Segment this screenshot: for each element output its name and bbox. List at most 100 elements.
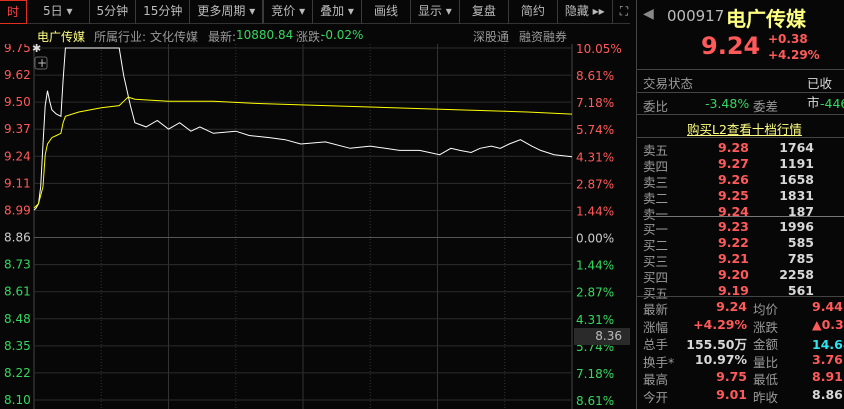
book-divider <box>643 216 844 217</box>
stat-value: ▲0.38 <box>812 316 844 332</box>
overlay-button[interactable]: 叠加 ▾ <box>313 0 362 24</box>
price-line <box>33 47 573 211</box>
tab-15min[interactable]: 15分钟 <box>136 0 191 24</box>
simple-button[interactable]: 简约 <box>509 0 558 24</box>
y-tick-label: 9.50 <box>4 95 31 109</box>
bid-level-row[interactable]: 买三 9.21 785 <box>643 251 844 269</box>
stock-title: 电广传媒 <box>726 7 806 31</box>
toolbar-spacer <box>263 0 265 23</box>
divider <box>637 92 844 93</box>
stat-value: +4.29% <box>693 316 747 332</box>
y-tick-label: 9.75 <box>4 44 31 55</box>
level-volume: 585 <box>787 235 814 250</box>
ask-level-row[interactable]: 卖四 9.27 1191 <box>643 156 844 174</box>
price-change: +0.38 <box>768 32 808 46</box>
intraday-chart[interactable]: 9.75 10.05% 9.62 8.61% 9.50 7.18% 9.37 5.74% 9.2… <box>0 44 636 409</box>
stat-label: 最新 <box>643 302 669 317</box>
level-volume: 1191 <box>779 156 814 171</box>
tab-intraday[interactable]: 时 <box>0 0 28 24</box>
ask-level-row[interactable]: 卖五 9.28 1764 <box>643 140 844 158</box>
tab-more-periods[interactable]: 更多周期 ▾ <box>190 0 264 24</box>
stat-label: 换手* <box>643 354 675 370</box>
level-price: 9.19 <box>718 283 749 298</box>
y-tick-label: 9.37 <box>4 122 31 136</box>
stat-label: 昨收 <box>753 389 779 405</box>
stat-label: 量比 <box>753 354 779 370</box>
stat-label: 金额 <box>753 337 779 352</box>
stat-label: 均价 <box>753 302 779 317</box>
divider <box>637 114 844 115</box>
stat-value: 9.75 <box>716 369 747 384</box>
level-label: 卖三 <box>643 175 669 190</box>
level-price: 9.24 <box>718 204 749 219</box>
pct-tick-label: 4.31% <box>576 313 614 327</box>
level-volume: 187 <box>787 204 814 219</box>
stat-row: 涨幅 +4.29% 涨跌 ▲0.38 <box>643 316 844 335</box>
pct-tick-label: 8.61% <box>576 69 614 83</box>
draw-button[interactable]: 画线 <box>362 0 411 24</box>
order-ratio: -3.48% <box>705 96 750 111</box>
divider <box>637 296 844 297</box>
ask-level-row[interactable]: 卖一 9.24 187 <box>643 204 844 222</box>
margin-trading-tag: 融资融券 <box>519 30 568 44</box>
bid-level-row[interactable]: 买二 9.22 585 <box>643 235 844 253</box>
y-tick-label: 9.24 <box>4 149 31 163</box>
tab-5min[interactable]: 5分钟 <box>90 0 137 24</box>
stat-value: 155.50万 <box>686 337 747 352</box>
pct-tick-label: 7.18% <box>576 96 614 110</box>
level-volume: 1831 <box>779 188 814 203</box>
y-tick-label: 8.73 <box>4 258 31 272</box>
pct-tick-label: 8.61% <box>576 394 614 408</box>
stat-row: 换手* 10.97% 量比 3.76 <box>643 351 844 370</box>
bid-level-row[interactable]: 买四 9.20 2258 <box>643 267 844 285</box>
industry-link[interactable]: 文化传媒 <box>150 30 199 44</box>
stat-label: 最低 <box>753 372 779 387</box>
level-label: 买一 <box>643 222 669 237</box>
pct-tick-label: 2.87% <box>576 177 614 191</box>
pct-tick-label: 1.44% <box>576 204 614 218</box>
ask-level-row[interactable]: 卖二 9.25 1831 <box>643 188 844 206</box>
stat-value: 9.44 <box>812 299 843 314</box>
replay-button[interactable]: 复盘 <box>460 0 509 24</box>
level-volume: 785 <box>787 251 814 266</box>
stat-value: 10.97% <box>694 351 747 367</box>
tab-5day[interactable]: 5日 ▾ <box>27 0 90 24</box>
display-button[interactable]: 显示 ▾ <box>411 0 460 24</box>
level-label: 买二 <box>643 238 669 253</box>
star-marker-icon: ✱ <box>32 44 41 55</box>
fullscreen-icon[interactable]: ⛶ <box>619 4 629 18</box>
index-change-label: 涨跌: <box>296 30 325 44</box>
sz-connect-tag: 深股通 <box>473 30 510 44</box>
stat-label: 涨幅 <box>643 319 669 335</box>
y-tick-label: 8.22 <box>4 366 31 380</box>
bid-level-row[interactable]: 买五 9.19 561 <box>643 283 844 301</box>
level-price: 9.28 <box>718 140 749 155</box>
last-price: 9.24 <box>701 32 761 60</box>
pct-tick-label: 10.05% <box>576 44 622 56</box>
level-price: 9.27 <box>718 156 749 171</box>
stat-label: 今开 <box>643 389 669 405</box>
pct-tick-label: 1.44% <box>576 259 614 273</box>
stock-name: 电广传媒 <box>37 30 86 44</box>
level-volume: 1996 <box>779 219 814 234</box>
prev-stock-arrow-icon[interactable]: ◀ <box>643 6 654 22</box>
y-tick-label: 8.61 <box>4 285 31 299</box>
ask-level-row[interactable]: 卖三 9.26 1658 <box>643 172 844 190</box>
pct-tick-label: 7.18% <box>576 367 614 381</box>
auction-button[interactable]: 竞价 ▾ <box>264 0 314 24</box>
hide-button[interactable]: 隐藏 ▸▸ <box>558 0 613 24</box>
stat-value: 8.91 <box>812 369 843 384</box>
divider <box>637 69 844 70</box>
order-diff: -446 <box>820 96 844 111</box>
level-label: 卖二 <box>643 191 669 206</box>
l2-upgrade-link[interactable]: 购买L2查看十档行情 <box>687 122 802 137</box>
crosshair-toggle-icon[interactable] <box>34 56 48 70</box>
y-tick-label: 9.11 <box>4 176 31 190</box>
order-ratio-label: 委比 <box>643 99 669 114</box>
plus-icon: + <box>37 56 47 70</box>
level-label: 卖四 <box>643 159 669 174</box>
avg-price-line <box>33 96 573 209</box>
y-tick-label: 9.62 <box>4 68 31 82</box>
bid-level-row[interactable]: 买一 9.23 1996 <box>643 219 844 237</box>
status-label: 交易状态 <box>643 76 694 91</box>
